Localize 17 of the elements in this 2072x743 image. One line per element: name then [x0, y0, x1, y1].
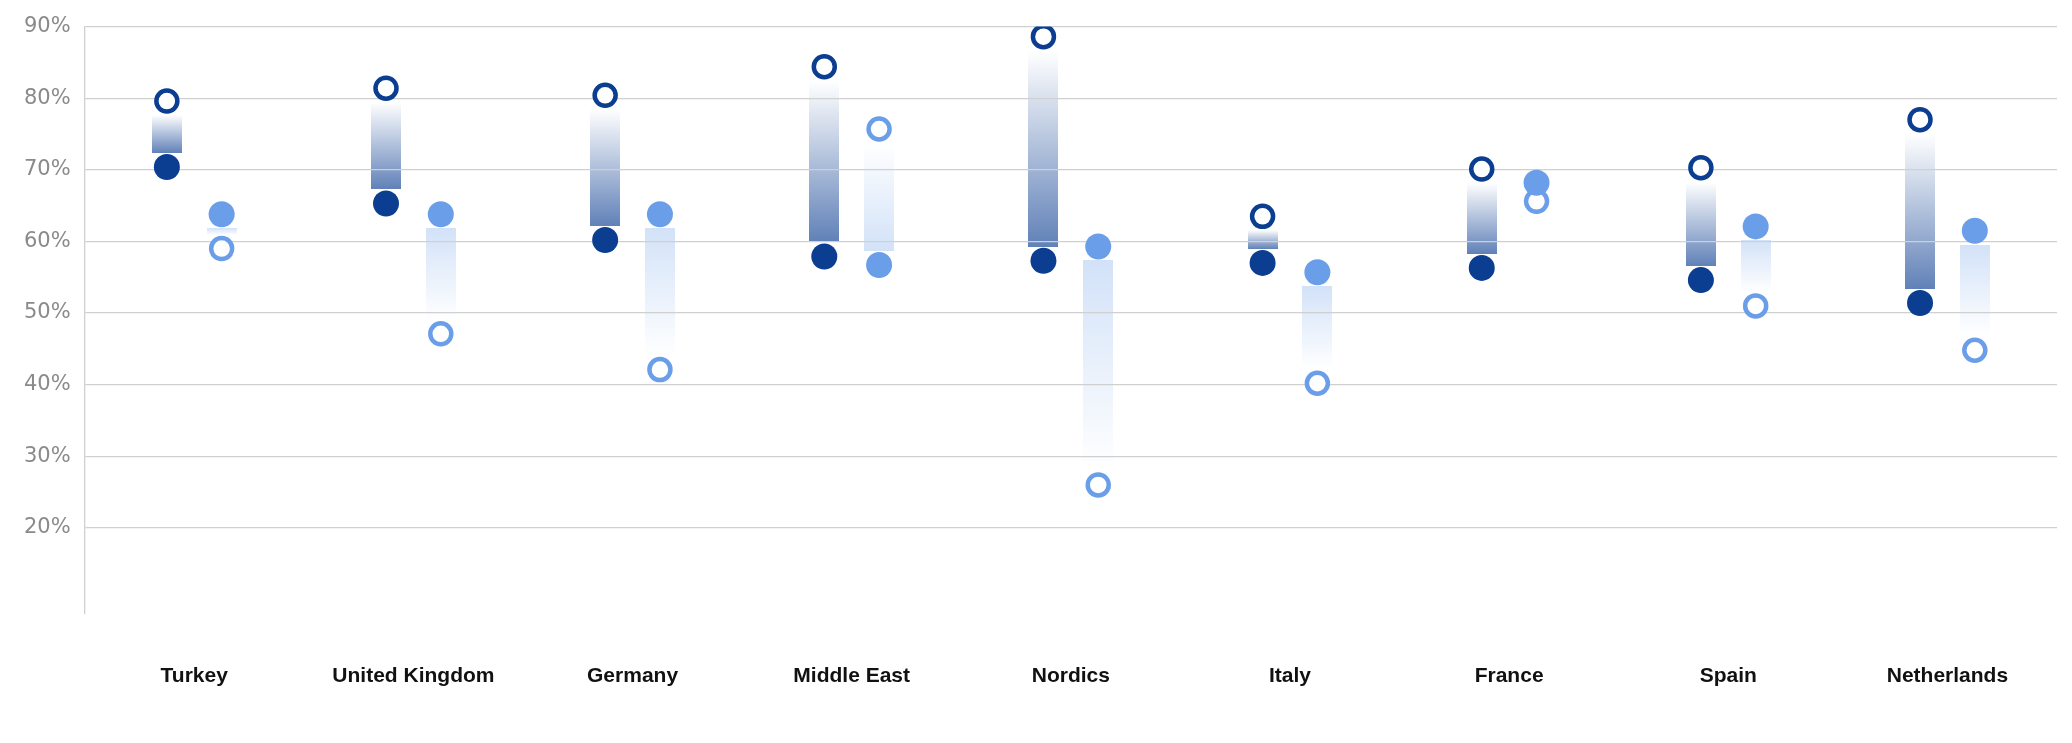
y-tick-label: 80%: [23, 84, 71, 109]
y-tick-label: 20%: [23, 514, 71, 539]
x-tick-label: Netherlands: [1886, 663, 2009, 687]
x-tick-label: Nordics: [1031, 663, 1110, 687]
y-tick-label: 70%: [23, 156, 71, 181]
y-tick-label: 50%: [23, 299, 71, 324]
x-tick-label: Italy: [1268, 663, 1312, 687]
x-tick-label: Spain: [1699, 663, 1757, 687]
y-tick-label: 40%: [23, 371, 71, 396]
x-tick-label: Turkey: [160, 663, 229, 687]
y-tick-label: 30%: [23, 442, 71, 467]
y-tick-label: 60%: [23, 227, 71, 252]
x-tick-label: Middle East: [793, 663, 911, 687]
x-tick-label: France: [1474, 663, 1544, 687]
x-tick-label: United Kingdom: [332, 663, 495, 687]
y-tick-label: 90%: [23, 13, 71, 38]
x-tick-label: Germany: [587, 663, 679, 687]
